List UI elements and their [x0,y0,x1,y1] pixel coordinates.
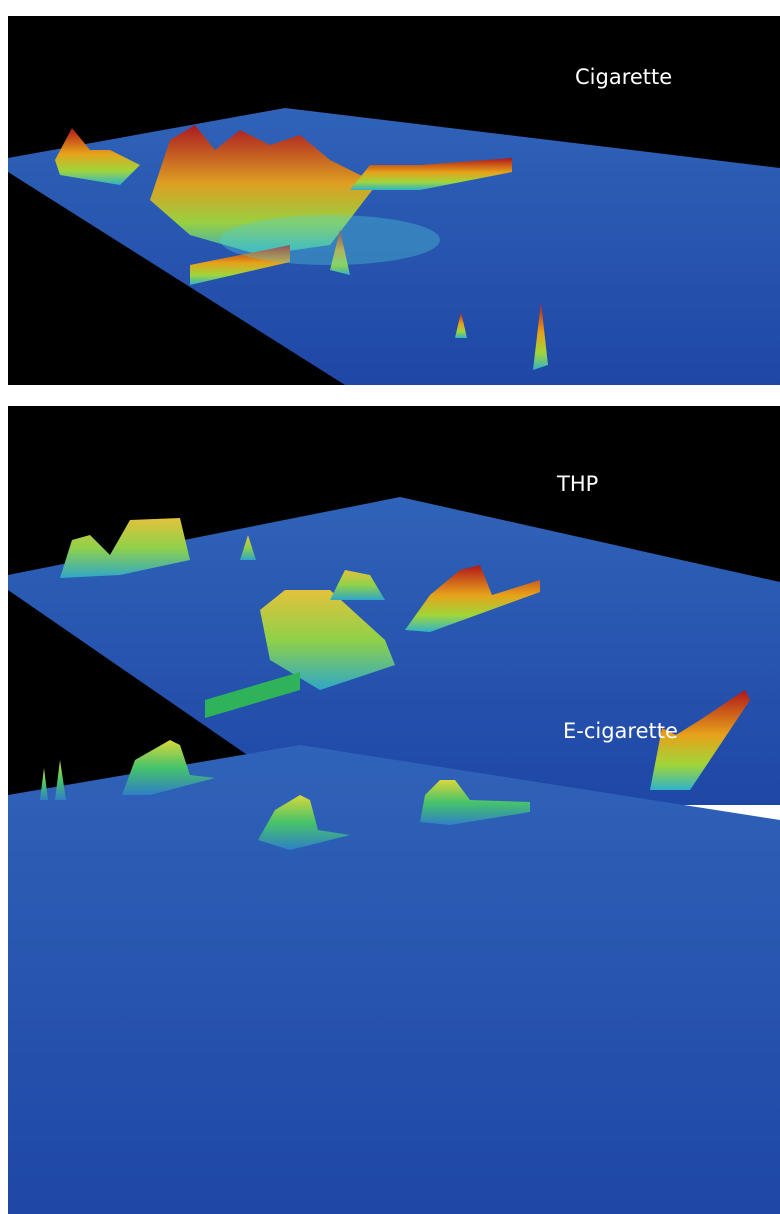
peak [190,245,290,285]
peak [240,535,256,560]
peak [330,570,385,600]
peaks [60,518,750,790]
panel-label: E-cigarette [563,719,678,743]
peak [330,230,350,275]
panel-cigarette: Cigarette [8,16,780,385]
peak [260,590,395,690]
peaks [55,125,548,370]
peaks [40,740,530,850]
peak [205,672,300,718]
panel-thp: THP [8,406,780,805]
panel-label: Cigarette [575,65,672,89]
peak [533,302,548,370]
peak [650,690,750,790]
peak [122,740,215,795]
peak [455,312,467,338]
peak [55,760,66,800]
panel-label: THP [556,472,598,496]
peak [150,125,380,255]
peak [220,215,440,265]
peak [420,780,530,825]
panel-ecigarette: E-cigarette [8,719,780,1214]
peak [55,128,140,185]
peak [60,518,190,578]
peak [350,158,512,190]
peak [40,768,48,800]
surface [8,745,780,1214]
peak [405,565,540,632]
surface [8,497,780,805]
peak [258,795,350,850]
